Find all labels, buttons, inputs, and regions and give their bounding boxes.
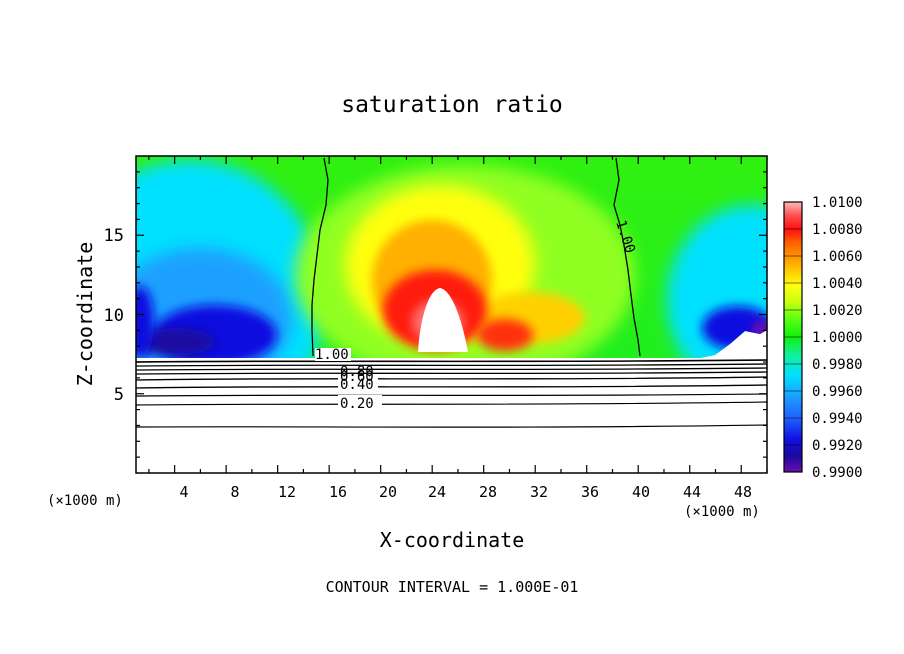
x-unit-label-left: (×1000 m) [47, 493, 123, 509]
colorbar-level-label: 0.9900 [812, 465, 863, 481]
contour-label-1.00-left: 1.00 [315, 347, 349, 363]
plume-red-right [477, 319, 533, 351]
x-axis-label: X-coordinate [380, 528, 525, 552]
x-tick-labels: 4 8 12 16 20 24 28 32 36 40 44 48 [179, 483, 752, 501]
y-tick-label: 10 [104, 306, 124, 326]
colorbar-labels: 0.9900 0.9920 0.9940 0.9960 0.9980 1.0000 1.00… [784, 195, 863, 481]
x-unit-label-right: (×1000 m) [684, 504, 760, 520]
contour-line-0.40 [136, 384, 767, 389]
contour-line-0.10 [136, 424, 767, 428]
y-tick-labels: 5 10 15 [104, 226, 124, 405]
colorbar-level-label: 1.0100 [812, 195, 863, 211]
y-tick-label: 15 [104, 226, 124, 246]
contour-line-0.30 [136, 393, 767, 397]
colorbar-level-label: 1.0020 [812, 303, 863, 319]
colorbar: 0.9900 0.9920 0.9940 0.9960 0.9980 1.0000 1.00… [783, 195, 863, 481]
x-tick-label: 16 [329, 483, 347, 501]
colorbar-level-label: 0.9980 [812, 357, 863, 373]
contour-line-0.20 [136, 401, 767, 406]
contour-label-0.20: 0.20 [340, 396, 374, 412]
x-tick-label: 8 [230, 483, 239, 501]
x-tick-label: 20 [379, 483, 397, 501]
colorbar-level-label: 1.0040 [812, 276, 863, 292]
y-axis-label: Z-coordinate [73, 242, 97, 387]
colorbar-level-label: 1.0000 [812, 330, 863, 346]
left-edge-blue [136, 286, 154, 358]
cloud-core [418, 288, 468, 352]
colorbar-level-label: 0.9920 [812, 438, 863, 454]
colorbar-level-label: 0.9960 [812, 384, 863, 400]
colorbar-level-label: 1.0060 [812, 249, 863, 265]
right-dry-cyan [667, 205, 767, 358]
contour-line-0.80 [136, 371, 767, 375]
contour-line-stack-1 [136, 359, 767, 363]
x-tick-label: 4 [179, 483, 188, 501]
x-tick-label: 40 [632, 483, 650, 501]
left-dry-darkblue [136, 328, 215, 356]
contour-label-0.40: 0.40 [340, 377, 374, 393]
x-tick-label: 36 [581, 483, 599, 501]
heatmap-field [136, 156, 767, 473]
contour-line-0.60 [136, 376, 767, 381]
contour-label-0.80: 0.80 [340, 364, 374, 380]
colorbar-level-label: 1.0080 [812, 222, 863, 238]
x-tick-label: 44 [683, 483, 701, 501]
chart-title: saturation ratio [341, 92, 563, 118]
x-tick-label: 48 [734, 483, 752, 501]
contour-label-0.60: 0.60 [340, 369, 374, 385]
axis-ticks [136, 156, 768, 473]
x-tick-label: 12 [278, 483, 296, 501]
contour-line-1.00-left [311, 157, 329, 357]
y-tick-label: 5 [114, 385, 124, 405]
x-tick-label: 28 [479, 483, 497, 501]
x-tick-label: 24 [428, 483, 446, 501]
contour-line-1.00-right [613, 157, 641, 357]
contour-interval-note: CONTOUR INTERVAL = 1.000E-01 [326, 578, 579, 596]
colorbar-level-label: 0.9940 [812, 411, 863, 427]
x-tick-label: 32 [530, 483, 548, 501]
contour-line-stack-2 [136, 363, 767, 367]
contour-line-stack-3 [136, 367, 767, 371]
